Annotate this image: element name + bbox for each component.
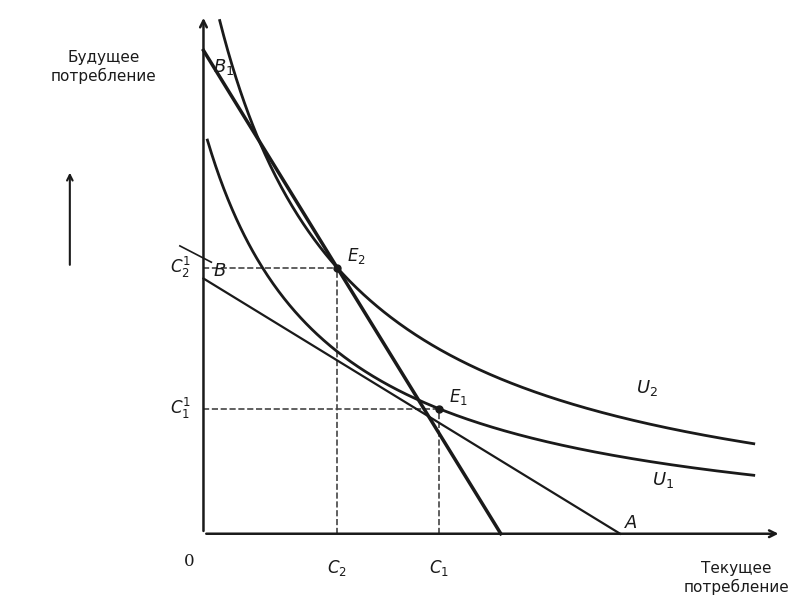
Text: Будущее
потребление: Будущее потребление — [50, 50, 156, 84]
Text: Текущее
потребление: Текущее потребление — [683, 561, 789, 595]
Text: $C_1$: $C_1$ — [430, 558, 450, 578]
Text: $U_2$: $U_2$ — [636, 377, 658, 398]
Text: $C_1^1$: $C_1^1$ — [170, 396, 192, 421]
Text: 0: 0 — [184, 553, 194, 570]
Text: $A$: $A$ — [624, 514, 638, 532]
Text: $C_2^1$: $C_2^1$ — [170, 255, 192, 280]
Text: $B_1$: $B_1$ — [213, 57, 234, 77]
Text: $C_2$: $C_2$ — [327, 558, 347, 578]
Text: $B$: $B$ — [213, 262, 226, 280]
Text: $E_1$: $E_1$ — [449, 388, 468, 407]
Text: $E_2$: $E_2$ — [346, 246, 366, 266]
Text: $U_1$: $U_1$ — [651, 470, 674, 490]
